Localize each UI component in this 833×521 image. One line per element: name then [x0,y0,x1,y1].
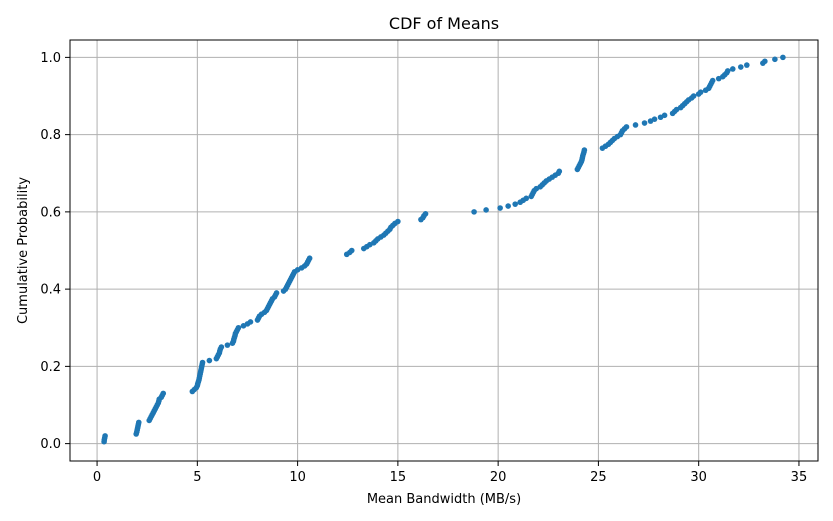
data-point [737,64,744,70]
data-point [641,120,648,126]
data-point [581,147,588,153]
x-tick-label: 35 [791,470,808,485]
y-tick-label: 0.8 [40,128,61,143]
y-axis-label: Cumulative Probability [16,177,31,324]
data-point [762,58,768,65]
data-point [690,93,697,99]
data-point [471,209,477,215]
grid-layer [70,40,818,461]
x-tick-label: 15 [390,470,407,485]
data-point [160,390,167,397]
x-tick-label: 25 [590,470,607,485]
x-tick-label: 30 [690,470,707,485]
x-tick-label: 10 [289,470,306,485]
data-point [780,54,786,61]
x-axis-label: Mean Bandwidth (MB/s) [367,492,521,507]
data-point [623,124,630,130]
data-point [556,168,563,175]
y-tick-label: 0.2 [40,360,61,375]
data-point [744,62,750,68]
data-point [306,255,313,262]
data-point [483,207,489,213]
y-tick-label: 0.6 [40,205,61,220]
y-tick-label: 0.4 [40,283,61,298]
data-point [247,319,254,325]
x-tick-label: 20 [490,470,507,485]
data-point [729,66,736,72]
data-point [709,77,716,84]
data-point [772,56,778,63]
data-point [348,247,355,254]
data-point [135,419,142,426]
data-point [651,116,658,122]
data-point [697,89,704,95]
data-point [395,218,401,225]
data-point [102,433,108,439]
axis-ticks: 0 5 10 15 20 25 30 35 0.0 0.2 0.4 0.6 0.8 1.0 [40,51,807,485]
y-tick-label: 1.0 [40,51,61,66]
data-point [273,290,280,296]
data-point [497,205,503,211]
plot-frame [69,39,819,462]
data-point [224,342,231,348]
data-point [512,201,518,207]
chart-title: CDF of Means [389,14,499,33]
data-point [724,68,731,74]
x-tick-label: 0 [93,470,101,485]
data-point [632,122,639,128]
y-tick-label: 0.0 [40,437,61,452]
x-tick-label: 5 [193,470,201,485]
data-points [101,54,786,445]
data-point [523,195,530,202]
data-point [206,357,213,364]
data-point [422,211,429,217]
data-point [505,203,511,209]
data-point [199,359,206,366]
data-point [661,112,668,119]
data-point [218,344,225,350]
data-point [235,324,242,331]
